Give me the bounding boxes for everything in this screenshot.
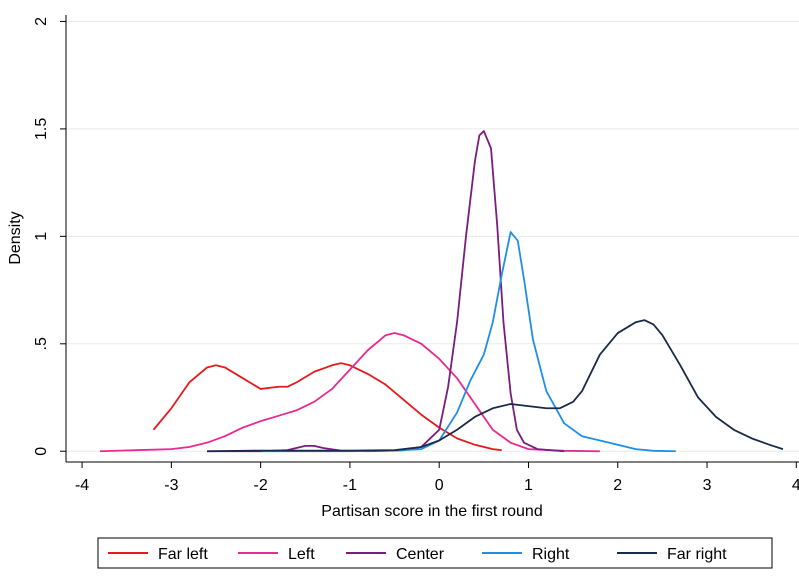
legend-label: Center: [396, 546, 445, 563]
legend-label: Far left: [158, 546, 208, 563]
x-tick-label: 1: [524, 477, 533, 494]
x-tick-label: 2: [613, 477, 622, 494]
y-tick-label: 1: [33, 232, 50, 241]
legend-label: Left: [288, 546, 315, 563]
y-axis-label: Density: [7, 211, 24, 264]
x-tick-label: -2: [254, 477, 268, 494]
x-tick-label: 0: [435, 477, 444, 494]
x-tick-label: -1: [343, 477, 357, 494]
series-line: [152, 362, 502, 452]
legend-box: [97, 537, 773, 569]
y-tick-label: 1.5: [33, 118, 50, 140]
series-line: [99, 332, 600, 453]
y-tick-label: 2: [33, 17, 50, 26]
series-line: [260, 231, 676, 453]
x-tick-label: 4: [792, 477, 799, 494]
x-tick-label: -3: [164, 477, 178, 494]
y-tick-label: .5: [33, 337, 50, 350]
y-tick-label: 0: [33, 447, 50, 456]
x-tick-label: 3: [703, 477, 712, 494]
x-axis-label: Partisan score in the first round: [321, 503, 542, 520]
series-line: [207, 319, 784, 453]
legend-label: Far right: [667, 546, 727, 563]
series-line: [207, 130, 565, 453]
x-tick-label: -4: [75, 477, 89, 494]
legend-label: Right: [532, 546, 570, 563]
